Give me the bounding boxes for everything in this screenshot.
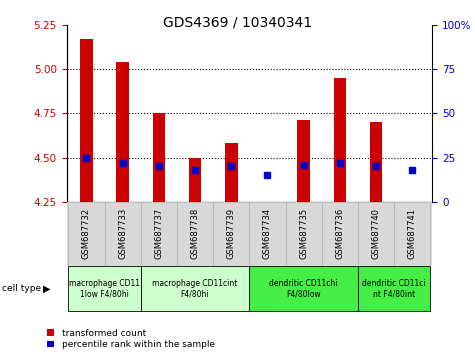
Bar	[213, 202, 249, 266]
Text: macrophage CD11cint
F4/80hi: macrophage CD11cint F4/80hi	[152, 279, 238, 298]
Bar	[104, 202, 141, 266]
Bar	[177, 202, 213, 266]
Bar	[249, 267, 358, 310]
Bar	[68, 202, 104, 266]
Text: GSM687740: GSM687740	[371, 208, 380, 259]
Text: GSM687736: GSM687736	[335, 208, 344, 259]
Bar	[225, 143, 238, 202]
Legend: transformed count, percentile rank within the sample: transformed count, percentile rank withi…	[48, 329, 215, 349]
Text: GSM687738: GSM687738	[190, 208, 200, 259]
Bar	[358, 202, 394, 266]
Bar	[189, 158, 201, 202]
Bar	[116, 62, 129, 202]
Bar	[322, 202, 358, 266]
Text: dendritic CD11ci
nt F4/80int: dendritic CD11ci nt F4/80int	[362, 279, 426, 298]
Bar	[261, 202, 274, 205]
Text: GSM687732: GSM687732	[82, 208, 91, 259]
Text: GDS4369 / 10340341: GDS4369 / 10340341	[163, 16, 312, 30]
Bar	[370, 122, 382, 202]
Bar	[394, 202, 430, 266]
Text: GSM687739: GSM687739	[227, 208, 236, 259]
Text: cell type: cell type	[2, 284, 41, 293]
Text: GSM687737: GSM687737	[154, 208, 163, 259]
Bar	[80, 39, 93, 202]
Bar	[285, 202, 322, 266]
Bar	[141, 267, 249, 310]
Text: macrophage CD11
1low F4/80hi: macrophage CD11 1low F4/80hi	[69, 279, 140, 298]
Bar	[141, 202, 177, 266]
Text: dendritic CD11chi
F4/80low: dendritic CD11chi F4/80low	[269, 279, 338, 298]
Bar	[333, 78, 346, 202]
Text: GSM687741: GSM687741	[408, 208, 417, 259]
Text: GSM687735: GSM687735	[299, 208, 308, 259]
Bar	[68, 267, 141, 310]
Bar	[152, 113, 165, 202]
Text: GSM687733: GSM687733	[118, 208, 127, 259]
Text: GSM687734: GSM687734	[263, 208, 272, 259]
Bar	[249, 202, 285, 266]
Text: ▶: ▶	[43, 284, 50, 293]
Bar	[297, 120, 310, 202]
Bar	[358, 267, 430, 310]
